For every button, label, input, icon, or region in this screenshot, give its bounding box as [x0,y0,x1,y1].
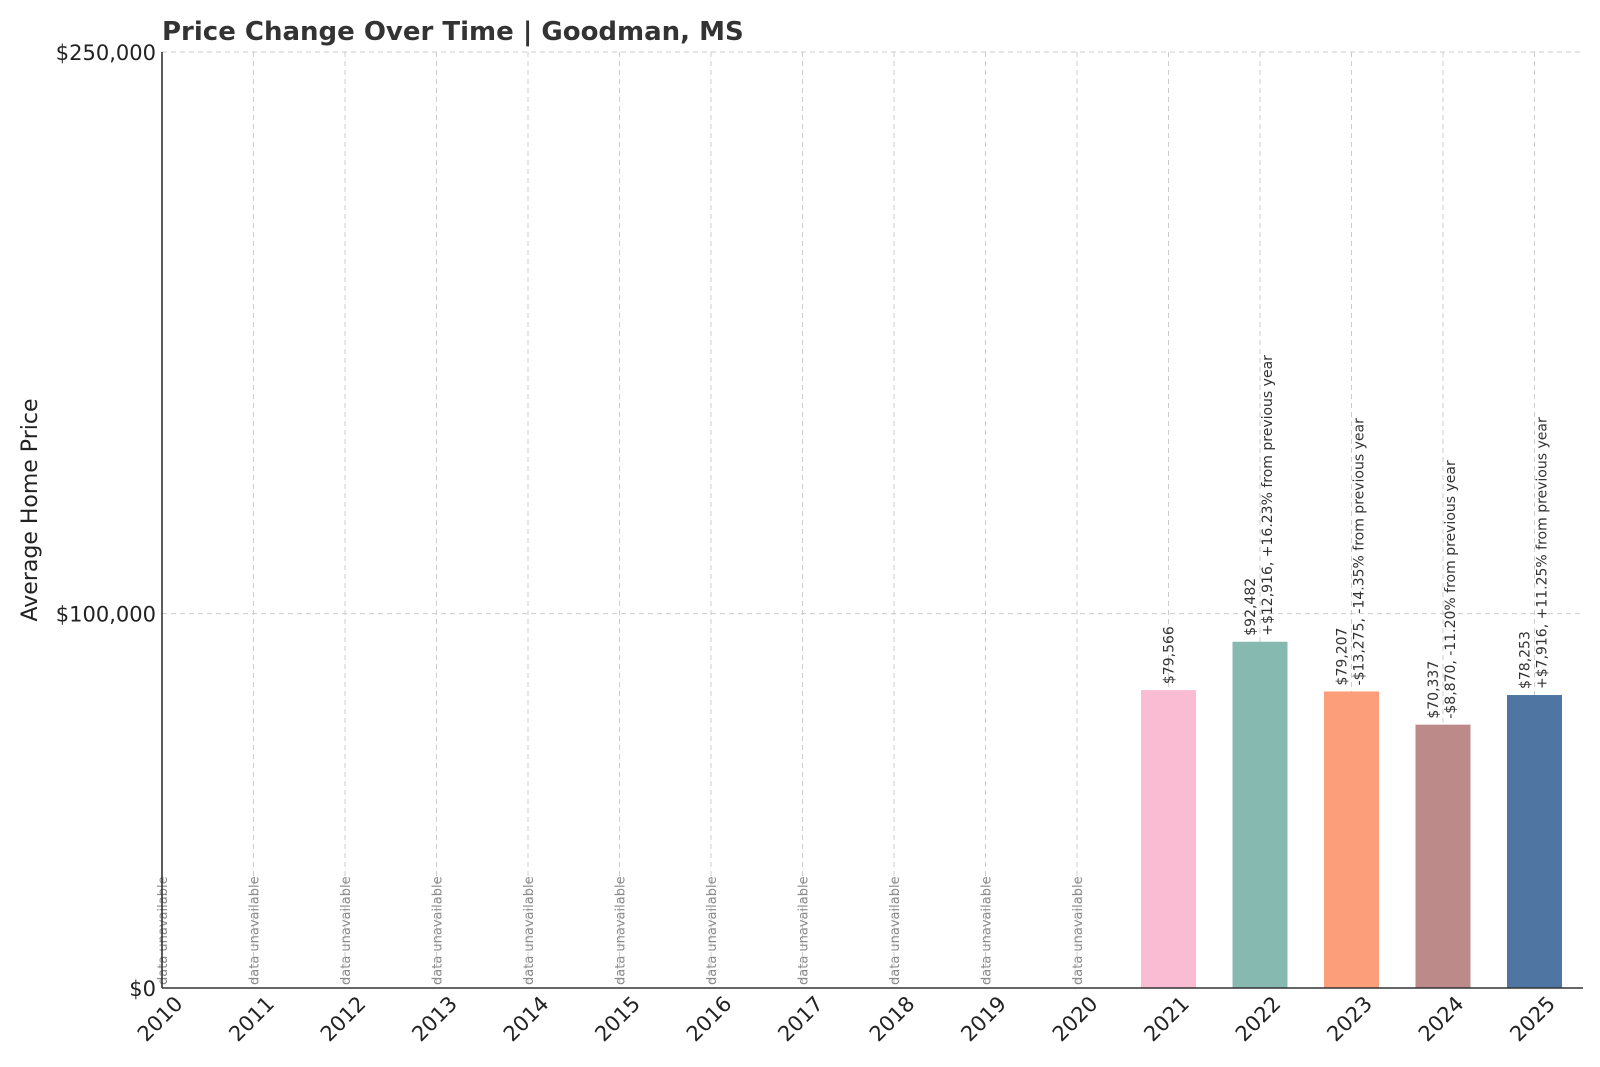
bar-2025 [1507,695,1562,988]
x-tick-label: 2022 [1231,992,1286,1047]
data-unavailable-label: data unavailable [1071,876,1086,985]
x-tick-label: 2012 [316,992,371,1047]
bar-2022 [1232,641,1288,988]
x-tick-label: 2016 [682,992,737,1047]
data-unavailable-label: data unavailable [888,876,903,985]
y-axis-label: Average Home Price [18,399,43,622]
x-tick-label: 2018 [865,992,920,1047]
bar-layer [1141,641,1562,988]
data-unavailable-label: data unavailable [980,876,995,985]
x-tick-label: 2019 [956,992,1011,1047]
x-tick-label: 2011 [224,992,279,1047]
grid-layer [161,51,1583,989]
bar-value-label: $79,566 [1162,626,1178,684]
bar-2021 [1141,690,1196,988]
label-layer: data unavailable data unavailable data una… [156,355,1551,985]
bar-2023 [1324,691,1379,988]
data-unavailable-label: data unavailable [705,876,720,985]
bar-value-label: $79,207 [1335,628,1351,686]
data-unavailable-label: data unavailable [248,876,263,985]
x-tick-label: 2013 [407,992,462,1047]
data-unavailable-label: data unavailable [431,876,446,985]
bar-2024 [1415,724,1471,988]
bar-value-label: $92,482 [1243,578,1259,636]
data-unavailable-label: data unavailable [156,876,171,985]
bar-change-label: +$7,916, +11.25% from previous year [1535,417,1551,689]
data-unavailable-label: data unavailable [522,876,537,985]
bar-change-label: -$13,275, -14.35% from previous year [1352,418,1368,686]
x-tick-label: 2024 [1414,992,1469,1047]
x-tick-label: 2020 [1048,992,1103,1047]
chart-title: Price Change Over Time | Goodman, MS [162,17,744,47]
bar-change-label: -$8,870, -11.20% from previous year [1443,460,1459,719]
x-tick-label: 2021 [1139,992,1194,1047]
y-tick-label: $100,000 [56,603,156,627]
x-tick-label: 2014 [499,992,554,1047]
data-unavailable-label: data unavailable [614,876,629,985]
bar-value-label: $70,337 [1426,661,1442,719]
x-tick-label: 2015 [590,992,645,1047]
bar-value-label: $78,253 [1518,631,1534,689]
x-tick-label: 2025 [1505,992,1560,1047]
x-tick-label: 2017 [773,992,828,1047]
y-tick-label: $250,000 [56,41,156,65]
x-tick-label: 2023 [1322,992,1377,1047]
y-tick-label: $0 [129,977,156,1001]
data-unavailable-label: data unavailable [797,876,812,985]
data-unavailable-label: data unavailable [339,876,354,985]
bar-change-label: +$12,916, +16.23% from previous year [1260,355,1276,636]
